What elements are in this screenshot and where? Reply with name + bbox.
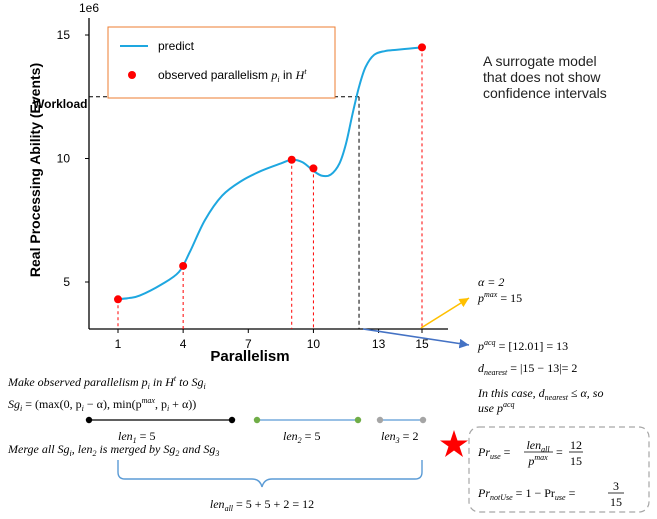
y-ticks: 5 10 15 xyxy=(57,28,89,289)
observed-droplines xyxy=(117,47,423,329)
segment-2-end xyxy=(354,416,362,424)
axes: 1e6 xyxy=(79,1,448,330)
pruse-num2: 12 xyxy=(570,438,582,452)
merge-text: Merge all Sgi, len2 is merged by Sg2 and… xyxy=(7,442,219,458)
x-tick-label: 13 xyxy=(372,337,386,351)
workload-lines xyxy=(89,96,360,329)
x-ticks: 1 4 7 10 13 15 xyxy=(115,329,429,351)
pruse-lhs: Pruse = xyxy=(477,445,511,461)
observed-point xyxy=(309,164,318,173)
right-annotations: α = 2 pmax = 15 pacq = [12.01] = 13 dnea… xyxy=(477,275,603,415)
segment-3-end xyxy=(419,416,427,424)
y-tick-label: 5 xyxy=(63,275,70,289)
legend-label-predict: predict xyxy=(158,39,195,53)
len3-text: len3 = 2 xyxy=(381,429,418,445)
observed-point xyxy=(179,261,188,270)
case-line2: use pacq xyxy=(478,400,515,415)
y-scale-label: 1e6 xyxy=(79,1,99,15)
workload-label: Workload xyxy=(33,97,87,111)
dnearest-text: dnearest = |15 − 13|= 2 xyxy=(478,361,577,377)
prnotuse-lhs: PrnotUse = 1 − Pruse = xyxy=(477,486,576,502)
x-tick-label: 1 xyxy=(115,337,122,351)
segment-1-end xyxy=(228,416,236,424)
probability-formulas: Pruse = lenall pmax = 12 15 PrnotUse = 1… xyxy=(477,438,624,509)
arrow-down xyxy=(362,328,470,349)
pruse-den2: 15 xyxy=(570,454,582,468)
segment-1-start xyxy=(85,416,93,424)
annot-line1: Make observed parallelism pi in Ht to Sg… xyxy=(7,374,206,391)
len2-text: len2 = 5 xyxy=(283,429,320,445)
legend-marker-observed xyxy=(128,71,136,79)
pruse-eq2: = xyxy=(556,445,563,459)
observed-point xyxy=(114,295,122,304)
pruse-num1: lenall xyxy=(526,438,550,454)
predict-curve xyxy=(117,46,423,301)
lenall-text: lenall = 5 + 5 + 2 = 12 xyxy=(210,497,314,513)
brace xyxy=(117,460,423,488)
y-axis-label: Real Processing Ability (Events) xyxy=(27,63,43,277)
x-tick-label: 4 xyxy=(180,337,187,351)
note-line3: confidence intervals xyxy=(483,85,607,101)
prnotuse-num: 3 xyxy=(613,479,619,493)
observed-point xyxy=(287,155,296,164)
probability-box xyxy=(468,426,650,513)
x-tick-label: 15 xyxy=(415,337,429,351)
y-tick-label: 15 xyxy=(57,28,71,42)
x-tick-label: 7 xyxy=(245,337,252,351)
x-tick-label: 10 xyxy=(307,337,321,351)
legend-label-observed: observed parallelism pi in Ht xyxy=(158,67,307,84)
pruse-den1: pmax xyxy=(527,453,548,468)
pmax-text: pmax = 15 xyxy=(477,290,522,305)
annot-line2: Sgi = (max(0, pi − α), min(pmax, pi + α)… xyxy=(8,396,196,413)
bottom-annotations: Make observed parallelism pi in Ht to Sg… xyxy=(7,374,418,513)
note: A surrogate model that does not show con… xyxy=(483,53,607,101)
len1-text: len1 = 5 xyxy=(118,429,155,445)
pacq-text: pacq = [12.01] = 13 xyxy=(477,338,568,353)
observed-points xyxy=(114,43,426,304)
x-axis-label: Parallelism xyxy=(210,348,289,365)
y-tick-label: 10 xyxy=(57,152,71,166)
note-line2: that does not show xyxy=(483,69,601,85)
observed-point xyxy=(418,43,426,52)
prnotuse-den: 15 xyxy=(610,495,622,509)
legend-box xyxy=(107,26,336,99)
segments xyxy=(85,416,427,424)
note-line1: A surrogate model xyxy=(483,53,597,69)
alpha-text: α = 2 xyxy=(478,275,504,289)
arrow-up xyxy=(420,297,470,329)
case-line1: In this case, dnearest ≤ α, so xyxy=(477,386,603,402)
segment-3-start xyxy=(376,416,384,424)
legend: predict observed parallelism pi in Ht xyxy=(107,26,336,99)
star-icon xyxy=(440,430,468,457)
segment-2-start xyxy=(253,416,261,424)
